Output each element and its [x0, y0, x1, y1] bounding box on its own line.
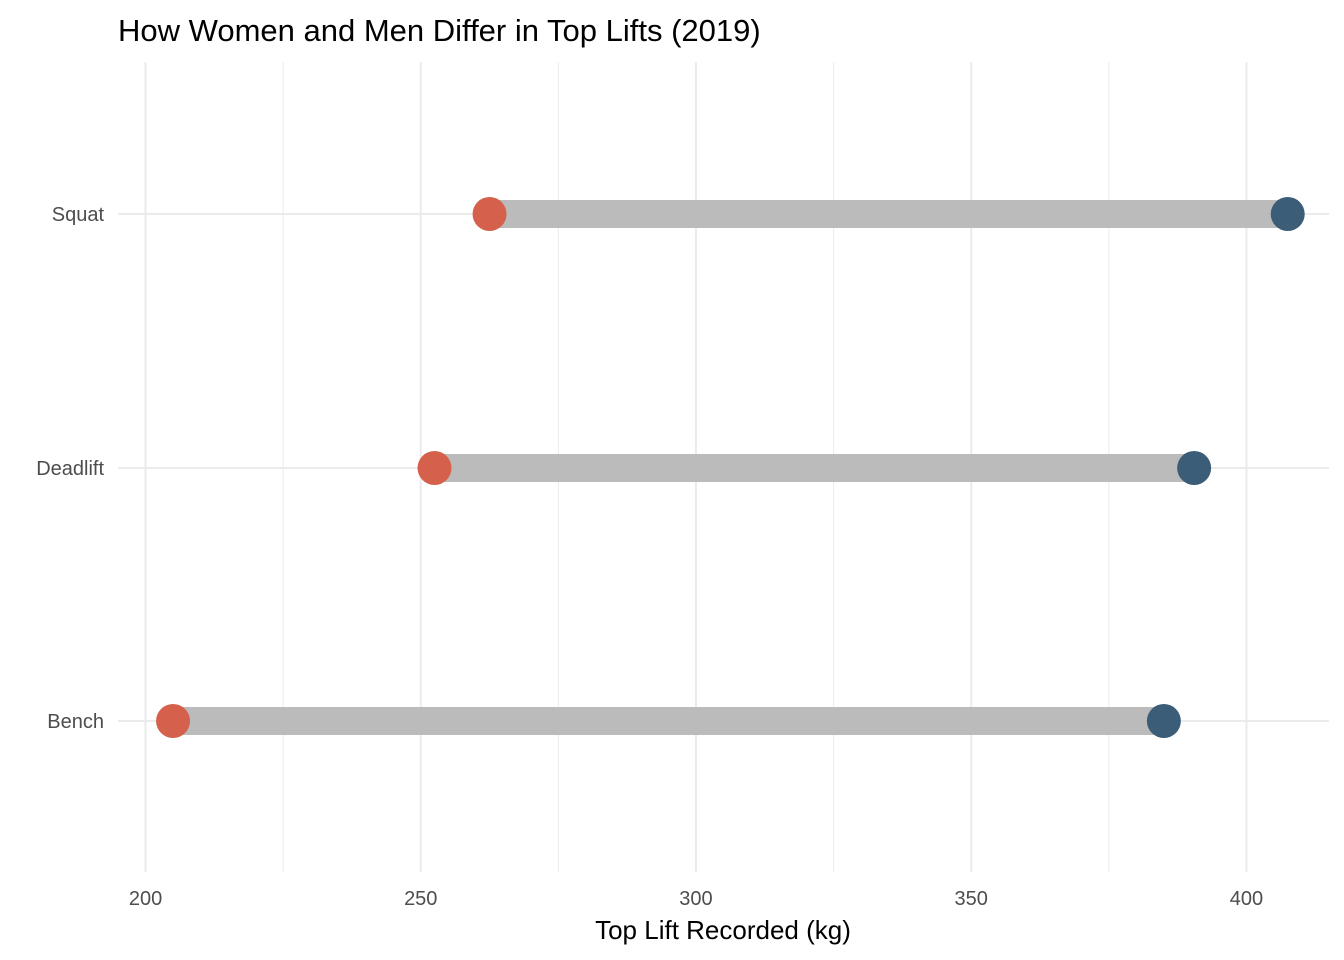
- x-tick-label: 400: [1230, 888, 1263, 910]
- y-tick-label: Squat: [52, 204, 105, 226]
- chart-title: How Women and Men Differ in Top Lifts (2…: [118, 13, 761, 48]
- axis-labels: 200 250 300 350 400 Squat Deadlift Bench: [36, 204, 1263, 910]
- chart-marks: [156, 197, 1305, 738]
- x-tick-label: 300: [679, 888, 712, 910]
- point-women: [417, 451, 452, 485]
- x-axis-title: Top Lift Recorded (kg): [595, 915, 851, 945]
- point-women: [156, 704, 191, 738]
- x-tick-label: 250: [404, 888, 437, 910]
- x-tick-label: 350: [955, 888, 988, 910]
- point-women: [472, 197, 507, 231]
- y-tick-label: Bench: [47, 711, 104, 733]
- y-tick-label: Deadlift: [36, 458, 104, 480]
- point-men: [1270, 197, 1305, 231]
- x-tick-label: 200: [129, 888, 162, 910]
- point-men: [1146, 704, 1181, 738]
- point-men: [1177, 451, 1212, 485]
